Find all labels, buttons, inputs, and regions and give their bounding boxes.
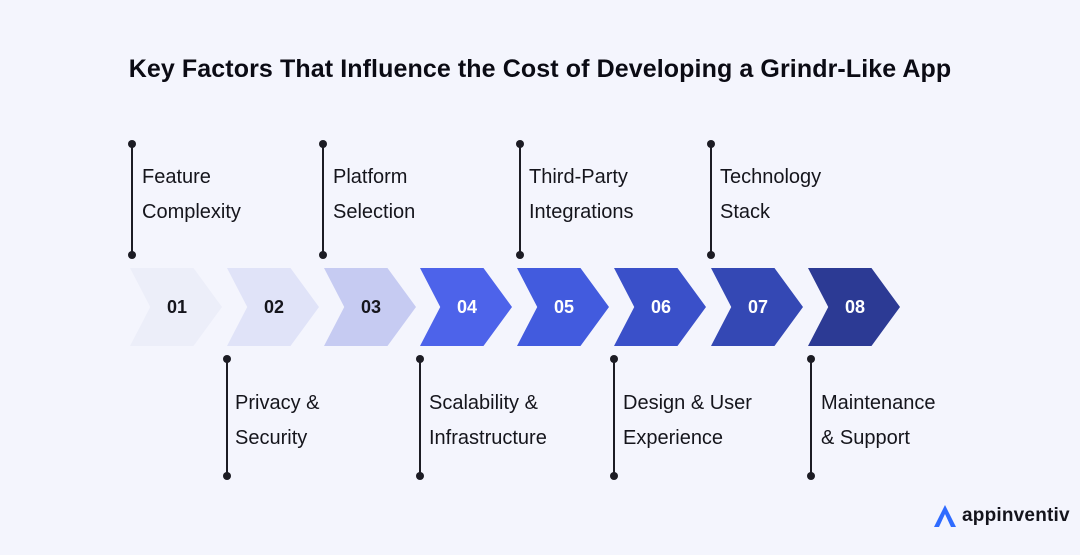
step-6-dot-top (610, 355, 618, 363)
step-3-connector (322, 144, 324, 254)
step-2-label: Privacy & Security (235, 392, 320, 449)
step-3-chevron: 03 (324, 268, 416, 346)
step-4-number: 04 (456, 296, 478, 317)
step-1-number: 01 (166, 296, 188, 317)
step-5-chevron: 05 (517, 268, 609, 346)
step-5-dot-bottom (516, 251, 524, 259)
step-3-dot-bottom (319, 251, 327, 259)
step-8-number: 08 (844, 296, 866, 317)
step-7-dot-top (707, 140, 715, 148)
step-3-number: 03 (360, 296, 382, 317)
step-4-dot-top (416, 355, 424, 363)
step-8-label: Maintenance & Support (821, 392, 936, 449)
step-3-label: Platform Selection (333, 166, 416, 223)
step-6-label: Design & User Experience (623, 392, 752, 449)
step-4-connector (419, 359, 421, 476)
step-7-connector (710, 144, 712, 254)
step-1-chevron: 01 (130, 268, 222, 346)
step-8-dot-top (807, 355, 815, 363)
step-2-connector (226, 359, 228, 476)
step-4-label: Scalability & Infrastructure (429, 392, 547, 449)
step-8-dot-bottom (807, 472, 815, 480)
step-3-dot-top (319, 140, 327, 148)
step-7-number: 07 (747, 296, 769, 317)
step-1-connector (131, 144, 133, 254)
step-1-dot-bottom (128, 251, 136, 259)
step-5-number: 05 (553, 296, 575, 317)
step-1-label: Feature Complexity (142, 166, 241, 223)
step-8-connector (810, 359, 812, 476)
step-5-connector (519, 144, 521, 254)
step-6-dot-bottom (610, 472, 618, 480)
step-6-number: 06 (650, 296, 672, 317)
step-6-chevron: 06 (614, 268, 706, 346)
step-7-label: Technology Stack (720, 166, 822, 223)
step-2-chevron: 02 (227, 268, 319, 346)
step-4-dot-bottom (416, 472, 424, 480)
step-7-chevron: 07 (711, 268, 803, 346)
step-4-chevron: 04 (420, 268, 512, 346)
appinventiv-logo-icon (934, 505, 956, 527)
step-1-dot-top (128, 140, 136, 148)
step-7-dot-bottom (707, 251, 715, 259)
step-2-number: 02 (263, 296, 285, 317)
brand-name: appinventiv (962, 505, 1070, 526)
step-5-dot-top (516, 140, 524, 148)
step-6-connector (613, 359, 615, 476)
step-2-dot-bottom (223, 472, 231, 480)
brand-logo: appinventiv (932, 503, 1070, 529)
step-8-chevron: 08 (808, 268, 900, 346)
page-title: Key Factors That Influence the Cost of D… (128, 55, 952, 83)
step-2-dot-top (223, 355, 231, 363)
step-5-label: Third-Party Integrations (529, 166, 634, 223)
